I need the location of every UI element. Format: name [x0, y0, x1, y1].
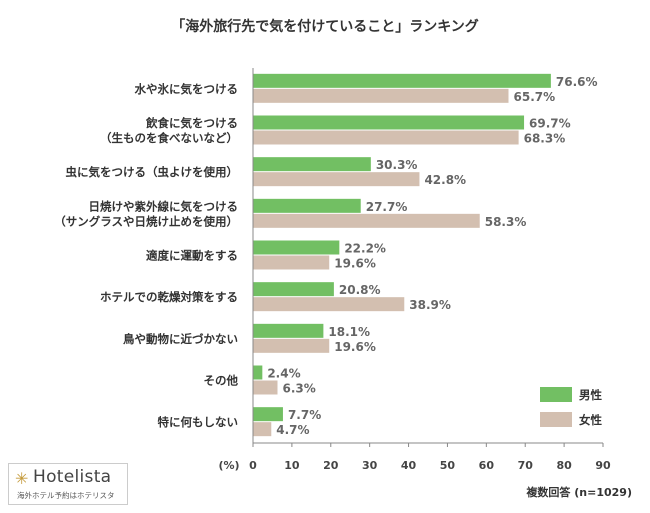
bar-male-1: [253, 115, 525, 130]
sample-note: 複数回答 (n=1029): [525, 485, 632, 499]
category-label-5: ホテルでの乾燥対策をする: [100, 290, 238, 304]
bars-layer: 76.6%65.7% 69.7%68.3% 30.3% 42.8% 27.7% 58.3%…: [253, 73, 598, 437]
value-label-male-3: 27.7%: [366, 200, 408, 214]
x-tick-label-4: 40: [401, 459, 417, 472]
value-label-male-6: 18.1%: [328, 325, 370, 339]
category-label-6: 鳥や動物に近づかない: [123, 332, 238, 346]
legend-label-female: 女性: [579, 413, 602, 427]
bar-male-7: [253, 365, 263, 380]
value-label-female-5: 38.9%: [409, 298, 451, 312]
category-label-8: 特に何もしない: [158, 415, 239, 429]
x-axis: (%) 0 10 20 30 40 50 60 70 80 90: [218, 68, 611, 472]
value-label-female-0: 65.7%: [514, 90, 556, 104]
legend-label-male: 男性: [579, 388, 602, 402]
category-label-3-0: 日焼けや紫外線に気をつける: [89, 199, 239, 213]
bar-male-6: [253, 323, 324, 338]
value-label-female-8: 4.7%: [276, 423, 309, 437]
category-label-1-1: （生ものを食べないなど）: [100, 131, 238, 145]
bar-female-6: [253, 338, 330, 353]
legend-swatch-female: [540, 412, 572, 427]
bar-male-5: [253, 282, 334, 297]
value-label-male-7: 2.4%: [267, 367, 300, 381]
chart-title: 「海外旅行先で気を付けていること」ランキング: [171, 18, 479, 35]
value-label-male-0: 76.6%: [556, 75, 598, 89]
x-tick-label-5: 50: [440, 459, 456, 472]
bar-female-2: [253, 172, 420, 187]
bar-male-8: [253, 407, 283, 422]
bar-male-2: [253, 157, 371, 172]
bar-female-5: [253, 297, 405, 312]
value-label-male-5: 20.8%: [339, 283, 381, 297]
category-label-1-0: 飲食に気をつける: [145, 116, 238, 130]
logo-tagline: 海外ホテル予約はホテリスタ: [17, 491, 115, 500]
logo-name: Hotelista: [33, 467, 112, 487]
bar-female-1: [253, 130, 519, 145]
category-label-7: その他: [204, 374, 239, 388]
value-label-female-4: 19.6%: [334, 257, 376, 271]
legend-swatch-male: [540, 387, 572, 402]
value-label-female-2: 42.8%: [424, 173, 466, 187]
bar-male-3: [253, 198, 361, 213]
x-tick-label-2: 20: [323, 459, 339, 472]
bar-female-7: [253, 380, 278, 395]
bar-female-0: [253, 88, 509, 103]
bar-female-4: [253, 255, 330, 270]
value-label-female-1: 68.3%: [524, 132, 566, 146]
x-tick-label-3: 30: [362, 459, 378, 472]
value-label-female-6: 19.6%: [334, 340, 376, 354]
category-label-2: 虫に気をつける（虫よけを使用）: [66, 165, 239, 179]
category-label-0: 水や氷に気をつける: [135, 82, 239, 96]
bar-female-8: [253, 422, 272, 437]
category-label-3-1: （サングラスや日焼け止めを使用）: [54, 214, 238, 228]
x-tick-label-1: 10: [284, 459, 300, 472]
value-label-male-8: 7.7%: [288, 408, 321, 422]
value-label-female-7: 6.3%: [283, 382, 316, 396]
value-label-male-1: 69.7%: [529, 117, 571, 131]
value-label-female-3: 58.3%: [485, 215, 527, 229]
x-tick-label-8: 80: [556, 459, 572, 472]
star-icon: ✳: [15, 469, 29, 488]
category-label-4: 適度に運動をする: [146, 249, 238, 263]
x-tick-label-6: 60: [479, 459, 495, 472]
x-axis-unit: (%): [218, 459, 239, 472]
bar-male-4: [253, 240, 340, 255]
x-tick-label-9: 90: [595, 459, 611, 472]
value-label-male-2: 30.3%: [376, 158, 418, 172]
bar-female-3: [253, 213, 480, 228]
x-tick-label-0: 0: [249, 459, 257, 472]
x-tick-label-7: 70: [518, 459, 534, 472]
hotelista-logo: ✳ Hotelista 海外ホテル予約はホテリスタ: [8, 463, 128, 505]
bar-male-0: [253, 73, 551, 88]
value-label-male-4: 22.2%: [344, 242, 386, 256]
